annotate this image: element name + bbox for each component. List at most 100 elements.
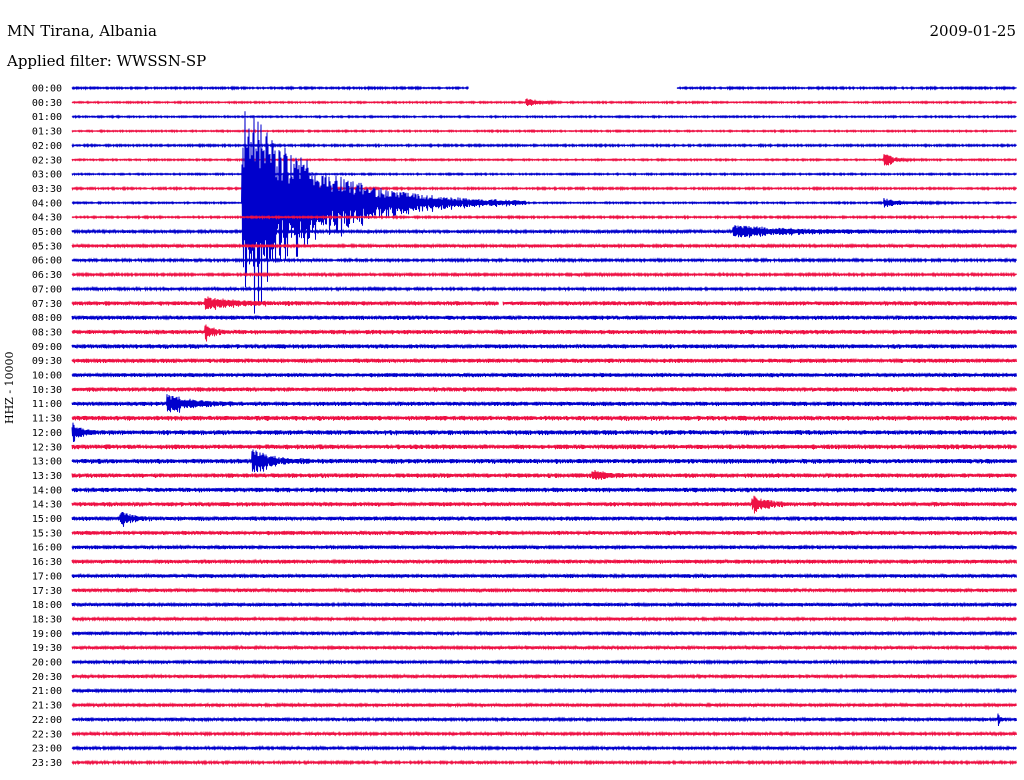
- time-tick-label: 20:30: [32, 672, 62, 683]
- filter-label: Applied filter: WWSSN-SP: [7, 52, 207, 70]
- time-tick-label: 16:30: [32, 557, 62, 568]
- trace-line: [71, 242, 1017, 250]
- trace-line: [71, 658, 1017, 666]
- time-tick-label: 05:30: [32, 241, 62, 252]
- trace-line: [71, 558, 1017, 565]
- time-tick-label: 21:00: [32, 686, 62, 697]
- trace-line: [71, 615, 1017, 623]
- date-label: 2009-01-25: [929, 22, 1016, 40]
- time-tick-label: 17:00: [32, 571, 62, 582]
- time-tick-label: 06:00: [32, 256, 62, 267]
- trace-line: [71, 128, 1017, 134]
- trace-line: [71, 572, 1017, 579]
- trace-line: [71, 529, 1017, 536]
- time-tick-label: 19:30: [32, 643, 62, 654]
- time-tick-label: 14:30: [32, 500, 62, 511]
- trace-line: [71, 713, 1017, 727]
- time-tick-label: 23:30: [32, 758, 62, 769]
- trace-line: [71, 114, 1017, 120]
- time-tick-label: 13:30: [32, 471, 62, 482]
- trace-line: [71, 214, 1017, 221]
- time-tick-label: 04:30: [32, 213, 62, 224]
- trace-line: [71, 98, 1017, 107]
- trace-line: [71, 171, 1017, 177]
- time-tick-label: 06:30: [32, 270, 62, 281]
- trace-line: [71, 225, 1017, 238]
- time-tick-label: 10:30: [32, 385, 62, 396]
- trace-line: [71, 730, 1017, 737]
- time-tick-label: 00:30: [32, 98, 62, 109]
- trace-line: [71, 511, 1017, 527]
- time-tick-label: 10:00: [32, 371, 62, 382]
- time-tick-label: 15:30: [32, 528, 62, 539]
- time-tick-label: 01:30: [32, 127, 62, 138]
- time-tick-label: 09:30: [32, 356, 62, 367]
- trace-line: [71, 414, 1017, 422]
- trace-line: [71, 296, 1017, 310]
- trace-line: [71, 486, 1017, 493]
- time-tick-label: 08:00: [32, 313, 62, 324]
- trace-line: [71, 357, 1017, 364]
- trace-line: [71, 449, 1017, 473]
- time-tick-label: 03:30: [32, 184, 62, 195]
- time-tick-label: 02:00: [32, 141, 62, 152]
- trace-line: [71, 343, 1017, 350]
- time-tick-label: 23:00: [32, 744, 62, 755]
- time-tick-label: 20:00: [32, 658, 62, 669]
- time-tick-label: 19:00: [32, 629, 62, 640]
- trace-line: [71, 443, 1017, 450]
- time-tick-label: 11:30: [32, 414, 62, 425]
- trace-line: [71, 495, 1017, 514]
- time-tick-label: 21:30: [32, 701, 62, 712]
- time-tick-label: 08:30: [32, 327, 62, 338]
- trace-line: [71, 371, 1017, 379]
- time-tick-label: 17:30: [32, 586, 62, 597]
- trace-line: [71, 111, 1017, 314]
- trace-line: [71, 644, 1017, 651]
- trace-line: [71, 271, 1017, 278]
- time-tick-label: 07:30: [32, 299, 62, 310]
- trace-line: [71, 185, 1017, 192]
- time-tick-label: 22:00: [32, 715, 62, 726]
- trace-line: [71, 314, 1017, 321]
- time-tick-label: 15:00: [32, 514, 62, 525]
- time-tick-label: 12:30: [32, 442, 62, 453]
- time-tick-label: 05:00: [32, 227, 62, 238]
- time-tick-label: 22:30: [32, 729, 62, 740]
- trace-line: [71, 386, 1017, 393]
- trace-line: [71, 285, 1017, 293]
- time-tick-label: 04:00: [32, 198, 62, 209]
- trace-lines: [71, 85, 1017, 766]
- trace-line: [71, 587, 1017, 594]
- trace-line: [71, 744, 1017, 752]
- trace-line: [71, 701, 1017, 709]
- trace-line: [71, 601, 1017, 608]
- time-tick-label: 03:00: [32, 170, 62, 181]
- trace-line: [71, 469, 1017, 480]
- time-tick-label: 09:00: [32, 342, 62, 353]
- trace-line: [71, 142, 1017, 149]
- time-tick-label: 13:00: [32, 457, 62, 468]
- trace-line: [71, 154, 1017, 166]
- time-tick-label: 16:00: [32, 543, 62, 554]
- trace-line: [71, 673, 1017, 680]
- trace-line: [71, 544, 1017, 551]
- trace-line: [71, 85, 1017, 92]
- time-tick-label: 07:00: [32, 284, 62, 295]
- trace-line: [71, 759, 1017, 766]
- trace-line: [71, 324, 1017, 342]
- time-tick-label: 18:00: [32, 600, 62, 611]
- time-tick-label: 00:00: [32, 84, 62, 95]
- trace-line: [71, 630, 1017, 637]
- trace-line: [71, 257, 1017, 264]
- trace-line: [71, 687, 1017, 694]
- time-tick-labels: 00:00 00:30 01:00 01:30 02:00 02:30 03:00 03:30…: [32, 84, 62, 769]
- time-tick-label: 12:00: [32, 428, 62, 439]
- station-title: MN Tirana, Albania: [7, 22, 157, 40]
- time-tick-label: 01:00: [32, 112, 62, 123]
- trace-line: [71, 394, 1017, 413]
- time-tick-label: 02:30: [32, 155, 62, 166]
- time-tick-label: 14:00: [32, 485, 62, 496]
- trace-line: [71, 422, 1017, 443]
